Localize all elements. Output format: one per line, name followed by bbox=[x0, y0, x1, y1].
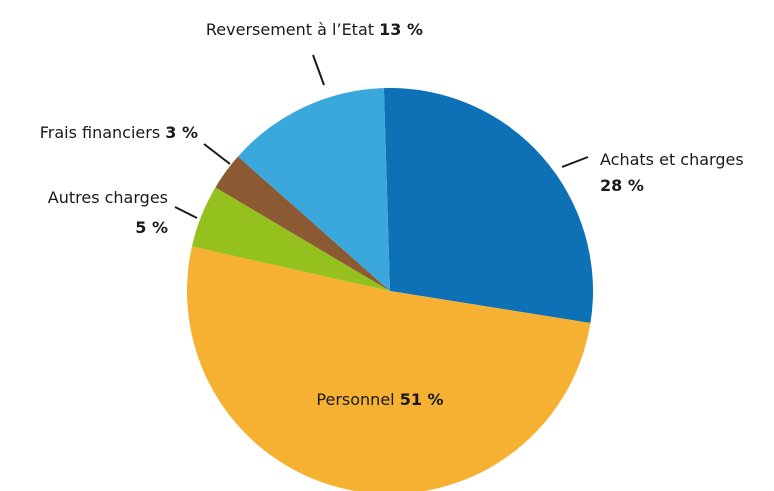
leader-line bbox=[312, 54, 325, 86]
pie-slice bbox=[237, 88, 390, 292]
slice-name: Autres charges bbox=[48, 188, 168, 207]
slice-label: Autres charges bbox=[48, 188, 168, 207]
slice-name: Reversement à l’Etat bbox=[206, 20, 374, 39]
slice-label: Frais financiers 3 % bbox=[40, 123, 198, 142]
slice-name: Personnel bbox=[316, 390, 394, 409]
slice-value: 28 % bbox=[600, 176, 644, 195]
leader-line bbox=[561, 156, 589, 168]
slice-name: Frais financiers bbox=[40, 123, 160, 142]
slice-value: 5 % bbox=[135, 218, 168, 237]
leader-line bbox=[174, 206, 198, 219]
slice-name: Achats et charges bbox=[600, 150, 744, 169]
pie-slice bbox=[191, 187, 390, 291]
slice-value: 51 % bbox=[400, 390, 444, 409]
pie-slice bbox=[383, 88, 593, 324]
slice-label: Achats et charges bbox=[600, 150, 744, 169]
slice-label: Personnel 51 % bbox=[316, 390, 443, 409]
slice-label: Reversement à l’Etat 13 % bbox=[206, 20, 423, 39]
pie-slice bbox=[215, 156, 390, 291]
slice-label: 28 % bbox=[600, 176, 644, 195]
slice-value: 13 % bbox=[379, 20, 423, 39]
pie-slice bbox=[187, 246, 591, 491]
slice-label: 5 % bbox=[135, 218, 168, 237]
leader-line bbox=[203, 143, 231, 165]
slice-value: 3 % bbox=[165, 123, 198, 142]
